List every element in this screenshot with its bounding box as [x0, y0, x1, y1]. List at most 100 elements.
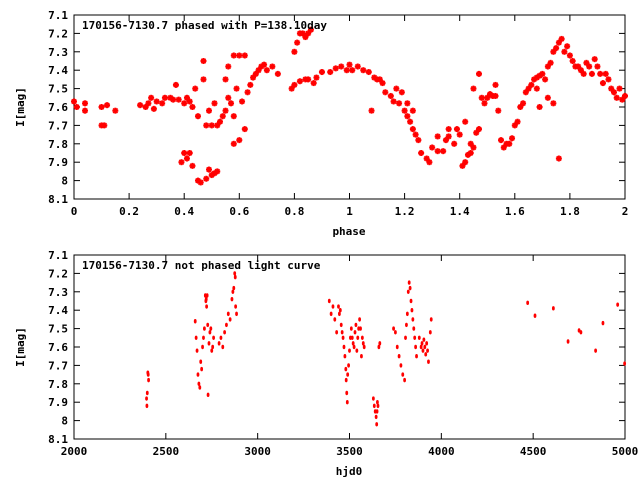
y-tick-label: 7.2 — [48, 27, 68, 40]
data-point — [376, 400, 379, 405]
data-point — [563, 42, 572, 51]
data-point — [568, 57, 577, 65]
x-tick-label: 4500 — [520, 445, 547, 458]
data-point — [397, 354, 401, 359]
data-point — [188, 103, 197, 111]
data-point — [273, 69, 282, 78]
data-point — [497, 136, 506, 145]
data-point — [342, 66, 351, 75]
data-point — [111, 106, 120, 115]
data-point — [337, 62, 346, 71]
data-point — [347, 363, 350, 368]
data-point — [210, 99, 219, 108]
data-point — [408, 106, 417, 115]
data-point — [233, 274, 237, 280]
data-point — [386, 91, 395, 100]
data-point — [513, 117, 522, 126]
data-point — [206, 322, 210, 328]
data-point — [364, 68, 373, 77]
data-point — [587, 69, 596, 78]
data-point — [466, 149, 475, 157]
data-point — [345, 390, 349, 396]
data-point — [345, 60, 354, 69]
data-point — [169, 95, 178, 104]
data-point — [410, 308, 414, 313]
y-tick-label: 7.6 — [48, 341, 68, 354]
data-point — [232, 84, 241, 93]
data-point — [519, 99, 528, 108]
data-point — [397, 88, 406, 97]
data-point — [212, 335, 215, 340]
data-point — [199, 359, 203, 364]
data-point — [405, 322, 408, 328]
x-tick-label: 2000 — [61, 445, 88, 458]
y-tick-label: 7.3 — [48, 46, 68, 59]
data-point — [425, 341, 429, 346]
data-point — [197, 381, 201, 386]
y-tick-label: 7.6 — [48, 101, 68, 114]
phased-light-curve-chart: 0 0.2 0.4 0.6 0.8 1 1.2 1.4 1.6 1.8 2 7.1 7.2 7.3 7.4 7… — [14, 9, 629, 238]
data-point — [341, 335, 345, 340]
data-point — [337, 304, 340, 309]
data-point — [394, 330, 397, 335]
x-tick-label: 1 — [346, 205, 353, 218]
y-tick-label: 7.4 — [48, 64, 68, 77]
data-point — [229, 112, 238, 121]
data-point — [147, 93, 156, 102]
data-point — [474, 69, 483, 78]
data-point — [144, 99, 153, 108]
data-point — [207, 341, 211, 346]
data-points — [70, 25, 629, 187]
data-point — [180, 149, 189, 157]
data-point — [196, 372, 200, 377]
data-point — [532, 84, 541, 93]
data-point — [371, 396, 375, 401]
data-point — [406, 289, 410, 294]
data-point — [145, 403, 149, 409]
y-tick-label: 7.1 — [48, 9, 68, 22]
plot-frame — [73, 254, 626, 440]
data-point — [295, 77, 304, 86]
data-point — [420, 341, 424, 346]
data-point — [204, 296, 208, 302]
data-point — [450, 139, 459, 148]
data-point — [376, 403, 380, 409]
data-point — [201, 344, 204, 350]
x-tick-label: 0 — [71, 205, 78, 218]
data-point — [145, 396, 148, 401]
x-tick-label: 0.8 — [284, 205, 304, 218]
data-point — [199, 75, 208, 84]
data-point — [205, 304, 209, 309]
y-tick-label: 7.2 — [48, 267, 68, 280]
data-point — [433, 147, 442, 156]
data-point — [375, 422, 379, 427]
data-point — [538, 69, 547, 78]
data-point — [551, 306, 555, 311]
data-point — [408, 125, 417, 134]
y-tick-label: 8.1 — [48, 193, 68, 206]
data-point — [231, 289, 235, 294]
data-point — [224, 93, 233, 102]
data-point — [429, 317, 433, 322]
data-point — [406, 117, 415, 126]
data-point — [590, 55, 599, 64]
data-point — [474, 125, 483, 134]
data-point — [381, 88, 390, 97]
data-point — [243, 88, 252, 97]
data-point — [229, 139, 238, 148]
data-point — [455, 130, 464, 139]
data-point — [594, 348, 598, 353]
data-point — [221, 106, 230, 115]
data-point — [444, 132, 453, 141]
data-point — [326, 68, 335, 77]
data-point — [444, 125, 453, 134]
data-point — [433, 132, 442, 141]
data-point — [160, 93, 169, 102]
data-point — [213, 167, 222, 176]
y-tick-label: 7.7 — [48, 359, 68, 372]
data-point — [352, 344, 356, 350]
x-tick-label: 1.2 — [395, 205, 415, 218]
data-point — [223, 330, 227, 335]
